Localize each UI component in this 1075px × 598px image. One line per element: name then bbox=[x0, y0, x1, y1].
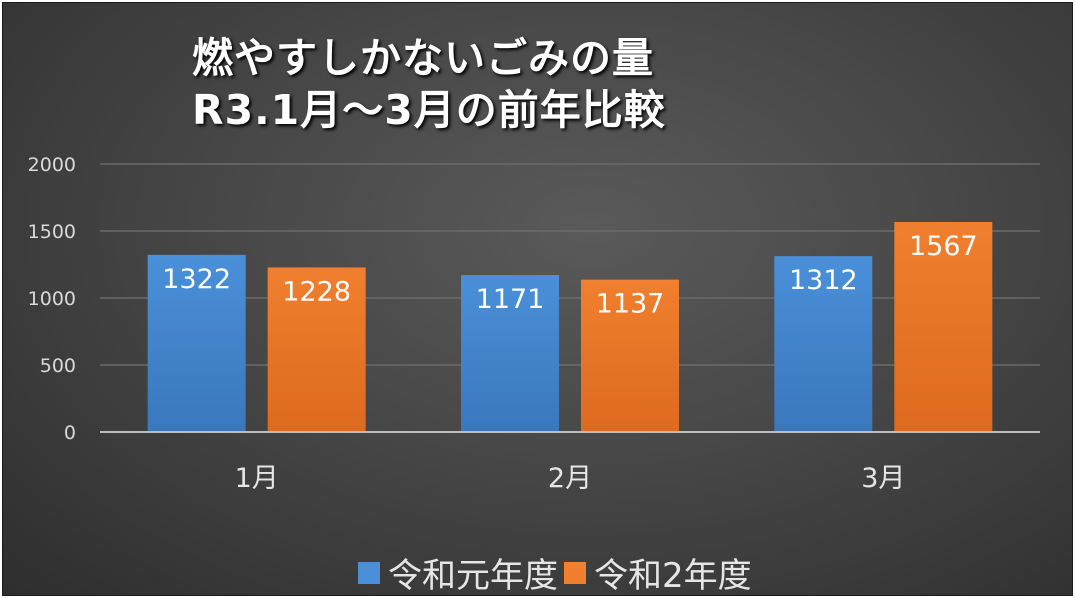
legend: 令和元年度 令和2年度 bbox=[358, 548, 758, 597]
y-tick-label: 1000 bbox=[28, 288, 76, 310]
bar-2-2 bbox=[581, 279, 679, 432]
data-label: 1228 bbox=[282, 276, 351, 307]
chart-title: 燃やすしかないごみの量 bbox=[192, 34, 654, 82]
bars: 1322 1228 1171 1137 1312 1567 bbox=[147, 222, 993, 432]
bar-1-3 bbox=[774, 256, 873, 432]
x-tick-label: 3月 bbox=[861, 463, 905, 494]
y-tick-label: 500 bbox=[40, 355, 76, 377]
legend-item-series-1: 令和元年度 bbox=[358, 548, 558, 597]
gridlines bbox=[100, 163, 1040, 366]
bar-2-3 bbox=[894, 222, 993, 432]
data-label: 1312 bbox=[789, 265, 858, 296]
y-tick-label: 2000 bbox=[28, 154, 76, 176]
legend-swatch-series-2 bbox=[564, 561, 586, 584]
y-tick-label: 1500 bbox=[28, 221, 76, 243]
data-label: 1171 bbox=[476, 284, 545, 315]
y-tick-label: 0 bbox=[64, 422, 76, 444]
chart-subtitle: R3.1月～3月の前年比較 bbox=[192, 86, 666, 134]
bar-2-1 bbox=[267, 267, 366, 432]
bar-1-1 bbox=[147, 254, 246, 432]
legend-label-series-2: 令和2年度 bbox=[594, 556, 752, 596]
x-axis: 1月 2月 3月 bbox=[100, 431, 1040, 494]
x-tick-label: 1月 bbox=[235, 463, 279, 494]
data-label: 1322 bbox=[162, 264, 231, 295]
legend-swatch-series-1 bbox=[358, 561, 380, 584]
chart-title-block: 燃やすしかないごみの量 R3.1月～3月の前年比較 bbox=[192, 32, 666, 136]
legend-label-series-1: 令和元年度 bbox=[388, 556, 558, 596]
legend-item-series-2: 令和2年度 bbox=[564, 548, 752, 597]
data-label: 1567 bbox=[909, 231, 978, 262]
y-axis: 0 500 1000 1500 2000 bbox=[28, 154, 76, 444]
bar-1-2 bbox=[461, 275, 559, 432]
data-label: 1137 bbox=[596, 289, 665, 320]
x-tick-label: 2月 bbox=[548, 463, 592, 494]
